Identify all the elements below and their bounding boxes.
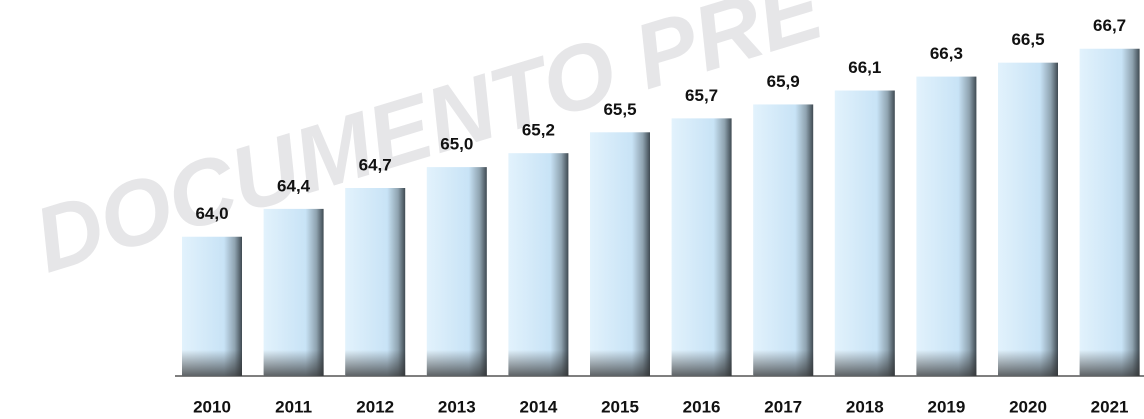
- bar: [345, 188, 406, 376]
- bar: [753, 104, 814, 376]
- value-label: 66,7: [1093, 16, 1126, 35]
- x-tick-label: 2011: [275, 397, 312, 416]
- x-tick-label: 2017: [764, 397, 802, 416]
- bar-shade: [671, 350, 732, 376]
- bar-shade: [916, 350, 977, 376]
- bar-shade: [590, 350, 650, 376]
- x-tick-label: 2010: [193, 397, 231, 416]
- bar-shade: [834, 350, 895, 376]
- bar-shade: [426, 350, 487, 376]
- x-tick-label: 2018: [846, 397, 884, 416]
- bar: [916, 76, 977, 376]
- x-tick-label: 2021: [1091, 397, 1129, 416]
- x-tick-label: 2013: [438, 397, 476, 416]
- value-label: 65,5: [603, 100, 636, 119]
- x-tick-label: 2015: [601, 397, 639, 416]
- bar: [426, 167, 487, 376]
- x-tick-label: 2016: [683, 397, 721, 416]
- value-label: 66,3: [930, 44, 963, 63]
- bar: [834, 90, 895, 376]
- bar: [1079, 48, 1140, 376]
- x-tick-label: 2019: [927, 397, 965, 416]
- bar: [590, 132, 650, 376]
- value-label: 64,7: [359, 155, 392, 174]
- bar-shade: [753, 350, 814, 376]
- bar-shade: [263, 350, 324, 376]
- bar-shade: [1079, 350, 1140, 376]
- bar: [998, 62, 1058, 377]
- bar: [671, 118, 732, 377]
- value-label: 66,1: [848, 58, 881, 77]
- value-label: 65,7: [685, 86, 718, 105]
- bar-shade: [508, 350, 569, 376]
- value-label: 65,0: [440, 135, 473, 154]
- value-label: 65,2: [522, 121, 555, 140]
- value-label: 64,0: [195, 204, 228, 223]
- x-tick-label: 2014: [519, 397, 557, 416]
- value-label: 66,5: [1011, 30, 1044, 49]
- x-tick-label: 2012: [356, 397, 394, 416]
- value-label: 65,9: [767, 72, 800, 91]
- bar: [263, 208, 324, 376]
- bar: [508, 153, 569, 376]
- bar-shade: [182, 350, 242, 376]
- bar-shade: [998, 350, 1058, 376]
- value-label: 64,4: [277, 176, 311, 195]
- bar-shade: [345, 350, 406, 376]
- x-tick-label: 2020: [1009, 397, 1047, 416]
